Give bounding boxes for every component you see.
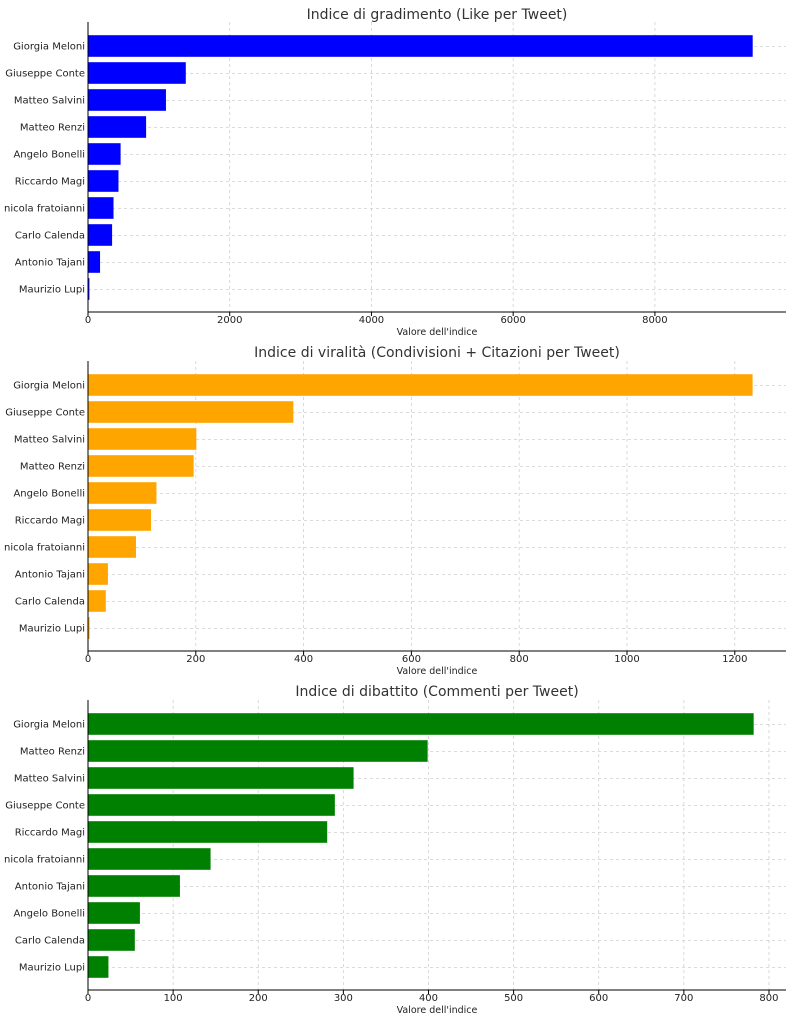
bar-matteo-salvini xyxy=(88,428,197,450)
bar-giuseppe-conte xyxy=(88,62,186,84)
category-label: Maurizio Lupi xyxy=(19,963,85,974)
bar-giuseppe-conte xyxy=(88,794,335,816)
chart-title: Indice di viralità (Condivisioni + Citaz… xyxy=(254,345,620,361)
category-label: Giuseppe Conte xyxy=(5,408,85,419)
bar-carlo-calenda xyxy=(88,590,106,612)
bar-nicola-fratoianni xyxy=(88,197,114,219)
x-tick-label: 6000 xyxy=(500,315,525,326)
category-label: Maurizio Lupi xyxy=(19,624,85,635)
bar-giuseppe-conte xyxy=(88,401,294,423)
bar-carlo-calenda xyxy=(88,224,113,246)
bar-matteo-salvini xyxy=(88,767,354,789)
x-tick-label: 200 xyxy=(249,993,268,1004)
x-axis-label: Valore dell'indice xyxy=(397,1005,478,1016)
category-label: Giorgia Meloni xyxy=(13,720,85,731)
bar-riccardo-magi xyxy=(88,170,119,192)
category-label: Carlo Calenda xyxy=(15,936,85,947)
category-label: Giuseppe Conte xyxy=(5,69,85,80)
bar-carlo-calenda xyxy=(88,929,135,951)
category-label: Matteo Renzi xyxy=(20,747,85,758)
bar-giorgia-meloni xyxy=(88,713,754,735)
category-label: Riccardo Magi xyxy=(15,177,85,188)
bar-riccardo-magi xyxy=(88,821,328,843)
chart-title: Indice di dibattito (Commenti per Tweet) xyxy=(295,684,578,700)
category-label: Maurizio Lupi xyxy=(19,285,85,296)
x-tick-label: 600 xyxy=(402,654,421,665)
category-label: Giorgia Meloni xyxy=(13,42,85,53)
bar-matteo-renzi xyxy=(88,116,147,138)
x-tick-label: 0 xyxy=(85,993,91,1004)
bar-nicola-fratoianni xyxy=(88,536,136,558)
bar-maurizio-lupi xyxy=(88,278,90,300)
x-tick-label: 200 xyxy=(186,654,205,665)
grid xyxy=(87,22,786,312)
x-tick-label: 1000 xyxy=(614,654,639,665)
x-tick-label: 800 xyxy=(510,654,529,665)
category-label: nicola fratoianni xyxy=(4,855,85,866)
x-tick-label: 700 xyxy=(674,993,693,1004)
chart-panel-2: Giorgia Meloni Giuseppe Conte Matteo Salvi… xyxy=(4,345,786,677)
x-tick-label: 8000 xyxy=(642,315,667,326)
bar-antonio-tajani xyxy=(88,563,108,585)
category-label: Riccardo Magi xyxy=(15,828,85,839)
bar-angelo-bonelli xyxy=(88,482,157,504)
chart-panel-1: Giorgia Meloni Giuseppe Conte Matteo Salvi… xyxy=(4,7,786,338)
bar-matteo-renzi xyxy=(88,455,194,477)
chart-panel-3: Giorgia Meloni Matteo Renzi Matteo Salvini… xyxy=(4,684,786,1016)
bar-giorgia-meloni xyxy=(88,35,753,57)
bar-angelo-bonelli xyxy=(88,143,121,165)
bar-giorgia-meloni xyxy=(88,374,753,396)
x-tick-label: 0 xyxy=(85,654,91,665)
category-label: Matteo Salvini xyxy=(14,96,85,107)
category-label: nicola fratoianni xyxy=(4,543,85,554)
category-label: Giuseppe Conte xyxy=(5,801,85,812)
x-tick-label: 2000 xyxy=(217,315,242,326)
x-tick-label: 400 xyxy=(419,993,438,1004)
bar-matteo-renzi xyxy=(88,740,428,762)
bar-maurizio-lupi xyxy=(88,956,109,978)
chart-title: Indice di gradimento (Like per Tweet) xyxy=(307,7,568,23)
category-label: Matteo Renzi xyxy=(20,462,85,473)
category-label: Carlo Calenda xyxy=(15,231,85,242)
category-label: Matteo Salvini xyxy=(14,435,85,446)
bar-matteo-salvini xyxy=(88,89,166,111)
category-label: Matteo Salvini xyxy=(14,774,85,785)
bar-antonio-tajani xyxy=(88,251,101,273)
x-tick-label: 0 xyxy=(85,315,91,326)
category-label: Angelo Bonelli xyxy=(13,150,85,161)
category-label: nicola fratoianni xyxy=(4,204,85,215)
category-label: Matteo Renzi xyxy=(20,123,85,134)
x-axis-label: Valore dell'indice xyxy=(397,666,478,677)
x-tick-label: 4000 xyxy=(359,315,384,326)
category-label: Antonio Tajani xyxy=(15,258,85,269)
x-tick-label: 1200 xyxy=(722,654,747,665)
x-tick-label: 600 xyxy=(589,993,608,1004)
category-label: Antonio Tajani xyxy=(15,570,85,581)
category-label: Antonio Tajani xyxy=(15,882,85,893)
x-axis-label: Valore dell'indice xyxy=(397,327,478,338)
category-label: Angelo Bonelli xyxy=(13,489,85,500)
x-tick-label: 300 xyxy=(334,993,353,1004)
category-label: Giorgia Meloni xyxy=(13,381,85,392)
bar-riccardo-magi xyxy=(88,509,152,531)
bar-nicola-fratoianni xyxy=(88,848,211,870)
x-tick-label: 100 xyxy=(164,993,183,1004)
x-tick-label: 400 xyxy=(294,654,313,665)
category-label: Angelo Bonelli xyxy=(13,909,85,920)
bar-angelo-bonelli xyxy=(88,902,140,924)
x-tick-label: 500 xyxy=(504,993,523,1004)
category-label: Carlo Calenda xyxy=(15,597,85,608)
bar-maurizio-lupi xyxy=(88,617,90,639)
category-label: Riccardo Magi xyxy=(15,516,85,527)
bar-antonio-tajani xyxy=(88,875,180,897)
x-tick-label: 800 xyxy=(759,993,778,1004)
